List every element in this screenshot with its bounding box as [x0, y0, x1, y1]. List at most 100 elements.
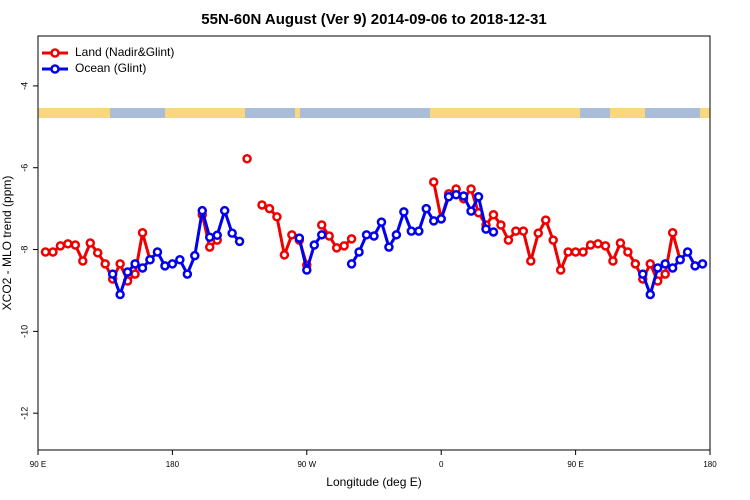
data-point — [331, 243, 342, 253]
data-point — [302, 265, 312, 275]
data-point — [137, 263, 148, 273]
data-point — [660, 269, 670, 279]
ocean-patch — [580, 108, 610, 118]
data-point — [40, 247, 51, 257]
ocean-patch — [245, 108, 295, 118]
data-point — [511, 226, 521, 236]
data-point — [361, 230, 372, 240]
data-point — [107, 269, 118, 279]
data-point — [287, 230, 297, 240]
data-point — [533, 228, 544, 238]
data-point — [488, 210, 499, 220]
data-point — [481, 224, 491, 234]
data-point — [428, 216, 439, 226]
data-point — [578, 247, 588, 257]
data-point — [152, 247, 163, 257]
y-tick-label: -12 — [19, 407, 29, 420]
data-point — [615, 238, 626, 248]
x-axis-label: Longitude (deg E) — [326, 475, 421, 489]
data-point — [63, 239, 73, 249]
y-tick-label: -4 — [19, 82, 29, 90]
plot-frame — [37, 35, 711, 451]
data-point — [428, 177, 439, 187]
data-point — [399, 207, 409, 217]
data-point — [608, 256, 618, 266]
data-point — [496, 220, 506, 230]
data-point — [466, 184, 476, 194]
data-point — [548, 235, 558, 245]
data-point — [160, 261, 170, 271]
data-point — [391, 230, 402, 240]
data-point — [48, 247, 58, 257]
x-tick-label: 90 W — [297, 460, 316, 469]
data-point — [167, 259, 178, 269]
data-point — [690, 261, 700, 271]
data-point — [264, 203, 275, 214]
data-point — [630, 259, 641, 269]
data-point — [638, 269, 648, 279]
legend: Land (Nadir&Glint) Ocean (Glint) — [42, 45, 174, 75]
data-point — [122, 267, 133, 277]
data-point — [623, 247, 633, 257]
data-point — [421, 203, 432, 214]
x-tick-label: 90 E — [567, 460, 583, 469]
data-point — [212, 230, 222, 240]
data-point — [414, 226, 424, 236]
data-point — [100, 259, 110, 269]
data-point — [376, 217, 387, 227]
ocean-patch — [110, 108, 165, 118]
data-point — [451, 189, 461, 200]
legend-marker — [50, 64, 60, 74]
data-point — [85, 238, 96, 248]
data-point — [458, 191, 469, 201]
y-axis-label: XCO2 - MLO trend (ppm) — [0, 176, 14, 311]
data-point — [406, 226, 417, 236]
data-point — [130, 269, 140, 279]
data-point — [182, 269, 193, 279]
data-point — [324, 231, 334, 241]
data-point — [130, 259, 140, 269]
data-point — [294, 233, 305, 243]
data-point — [219, 205, 230, 216]
ocean-patch — [300, 108, 430, 118]
data-point — [346, 234, 357, 244]
data-point — [384, 242, 394, 252]
data-point — [204, 242, 215, 252]
data-point — [488, 227, 499, 237]
data-point — [540, 215, 551, 225]
data-point — [600, 241, 611, 251]
x-tick-label: 90 E — [30, 460, 46, 469]
data-point — [309, 240, 320, 250]
data-point — [115, 259, 125, 269]
x-tick-label: 180 — [166, 460, 180, 469]
data-point — [443, 192, 454, 202]
data-point — [652, 263, 663, 273]
data-point — [645, 259, 656, 269]
data-point — [115, 289, 125, 300]
data-point — [190, 250, 200, 261]
data-point — [585, 240, 596, 250]
data-point — [697, 259, 708, 269]
data-point — [204, 232, 215, 243]
data-point — [316, 220, 327, 230]
legend-marker — [50, 48, 60, 58]
data-point — [555, 265, 566, 275]
land-strip — [38, 108, 710, 118]
data-point — [593, 239, 603, 249]
x-tick-label: 0 — [439, 460, 444, 469]
data-point — [570, 247, 581, 257]
data-point — [257, 200, 267, 210]
data-point — [667, 263, 678, 273]
data-point — [667, 228, 678, 238]
data-point — [563, 247, 573, 257]
y-tick-label: -6 — [19, 164, 29, 172]
data-point — [518, 226, 529, 236]
data-point — [675, 255, 685, 265]
data-point — [346, 259, 357, 269]
data-point — [197, 205, 208, 216]
y-tick-label: -10 — [19, 325, 29, 338]
data-point — [466, 206, 476, 216]
data-point — [279, 250, 290, 260]
